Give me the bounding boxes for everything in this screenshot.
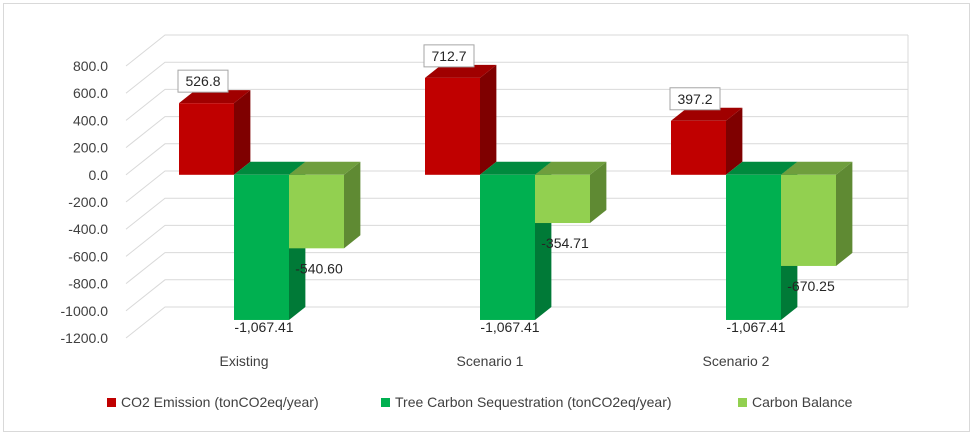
bar-top <box>289 161 361 175</box>
bars <box>179 64 853 320</box>
bar-top <box>425 64 497 78</box>
bar-side <box>590 161 607 224</box>
y-tick-label: -800.0 <box>68 276 108 292</box>
bar <box>671 107 743 175</box>
legend-swatch <box>381 398 390 407</box>
bar-front <box>781 174 836 266</box>
bar-top <box>726 161 798 175</box>
bar-front <box>726 174 781 320</box>
gridlines <box>125 34 909 339</box>
data-label: -1,067.41 <box>234 319 293 335</box>
bar <box>781 161 853 266</box>
bar-front <box>179 103 234 175</box>
bar-front <box>425 77 480 175</box>
bar-front <box>671 120 726 175</box>
legend-item: Tree Carbon Sequestration (tonCO2eq/year… <box>381 394 672 410</box>
gridline <box>125 170 908 203</box>
gridline <box>125 197 908 230</box>
bar-side <box>726 107 743 175</box>
gridline <box>125 279 908 312</box>
bar-front <box>289 174 344 249</box>
bar <box>480 161 552 320</box>
data-label: -354.71 <box>541 235 589 251</box>
bar-front <box>480 174 535 320</box>
legend-label: Carbon Balance <box>752 394 853 410</box>
y-tick-label: 600.0 <box>73 85 108 101</box>
category-label: Scenario 1 <box>457 353 524 369</box>
legend-swatch <box>107 398 116 407</box>
bar-top <box>480 161 552 175</box>
bar-top <box>781 161 853 175</box>
bar-side <box>234 90 251 175</box>
bar-top <box>535 161 607 175</box>
gridline <box>125 306 908 339</box>
gridline <box>125 252 908 284</box>
data-label: -1,067.41 <box>726 319 785 335</box>
y-tick-label: 400.0 <box>73 112 108 128</box>
legend: CO2 Emission (tonCO2eq/year) Tree Carbon … <box>107 394 853 410</box>
y-tick-label: -600.0 <box>68 248 108 264</box>
y-tick-label: 200.0 <box>73 140 108 156</box>
bar <box>289 161 361 249</box>
y-tick-label: -200.0 <box>68 194 108 210</box>
data-label: -670.25 <box>787 278 835 294</box>
legend-item: Carbon Balance <box>738 394 853 410</box>
data-label-box <box>669 87 721 111</box>
data-labels: 526.8 -1,067.41 -540.60 712.7 -1,067.41 -354.… <box>177 44 835 335</box>
gridline <box>125 88 908 121</box>
data-label-box <box>423 44 475 68</box>
data-label: 397.2 <box>677 91 712 107</box>
data-label: 526.8 <box>185 73 220 89</box>
gridline <box>125 34 908 67</box>
data-label: -1,067.41 <box>480 319 539 335</box>
bar-side <box>836 161 853 266</box>
gridline <box>125 224 908 257</box>
bar <box>535 161 607 224</box>
bar <box>425 64 497 175</box>
legend-item: CO2 Emission (tonCO2eq/year) <box>107 394 319 410</box>
legend-label: Tree Carbon Sequestration (tonCO2eq/year… <box>395 394 672 410</box>
y-tick-label: -1200.0 <box>61 330 109 346</box>
y-tick-label: -1000.0 <box>61 303 109 319</box>
gridline <box>125 61 908 94</box>
gridline <box>125 116 908 148</box>
bar-top <box>234 161 306 175</box>
bar-front <box>535 174 590 224</box>
bar-side <box>344 161 361 249</box>
bar-front <box>234 174 289 320</box>
bar-side <box>480 64 497 175</box>
gridline <box>125 143 908 176</box>
y-tick-label: 0.0 <box>89 167 109 183</box>
bar <box>179 90 251 175</box>
data-label: -540.60 <box>295 260 343 276</box>
x-axis-category-labels: Existing Scenario 1 Scenario 2 <box>219 353 769 369</box>
data-label-box <box>177 69 229 93</box>
category-label: Scenario 2 <box>703 353 770 369</box>
data-label: 712.7 <box>431 48 466 64</box>
y-tick-label: 800.0 <box>73 58 108 74</box>
legend-swatch <box>738 398 747 407</box>
legend-label: CO2 Emission (tonCO2eq/year) <box>121 394 319 410</box>
category-label: Existing <box>219 353 268 369</box>
bar-top <box>179 90 251 104</box>
bar-top <box>671 107 743 121</box>
y-axis-tick-labels: 800.0 600.0 400.0 200.0 0.0 -200.0 -400.0 -600.… <box>61 58 109 346</box>
y-tick-label: -400.0 <box>68 221 108 237</box>
